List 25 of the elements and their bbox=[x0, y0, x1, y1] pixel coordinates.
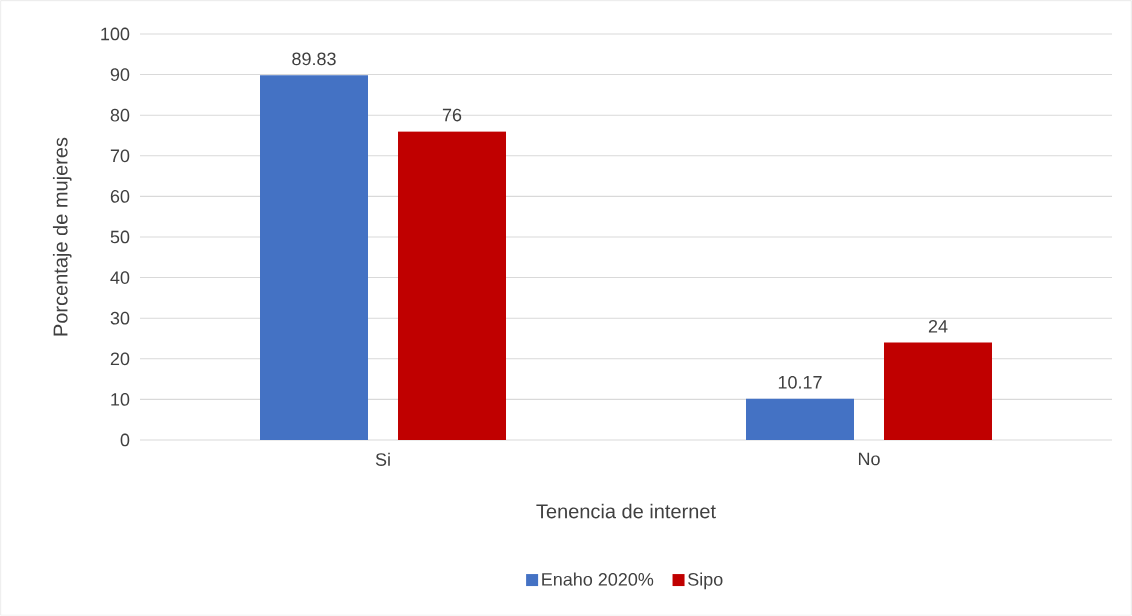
bar bbox=[398, 131, 506, 440]
y-tick-label: 20 bbox=[110, 352, 130, 366]
y-tick-label: 30 bbox=[110, 311, 130, 325]
y-tick-label: 80 bbox=[110, 108, 130, 122]
bar bbox=[884, 342, 992, 440]
y-tick-label: 50 bbox=[110, 230, 130, 244]
bar bbox=[260, 75, 368, 440]
y-tick-label: 90 bbox=[110, 68, 130, 81]
y-tick-label: 40 bbox=[110, 271, 130, 284]
x-tick-label: Si bbox=[375, 452, 390, 466]
y-tick-label: 0 bbox=[120, 433, 130, 447]
x-axis-title: Tenencia de internet bbox=[536, 503, 716, 519]
data-label: 10.17 bbox=[778, 375, 822, 389]
y-tick-label: 100 bbox=[101, 27, 130, 41]
bar bbox=[746, 398, 854, 440]
data-label: 24 bbox=[928, 319, 948, 333]
y-tick-label: 60 bbox=[110, 190, 130, 203]
data-label: 89.83 bbox=[292, 52, 336, 66]
x-tick-label: No bbox=[858, 452, 880, 466]
y-axis-title: Porcentaje de mujeres bbox=[52, 137, 72, 336]
y-tick-label: 10 bbox=[111, 393, 130, 406]
y-tick-label: 70 bbox=[110, 149, 130, 163]
legend-label: Enaho 2020% bbox=[542, 572, 654, 586]
data-label: 76 bbox=[442, 108, 462, 122]
legend-label: Sipo bbox=[688, 572, 723, 590]
